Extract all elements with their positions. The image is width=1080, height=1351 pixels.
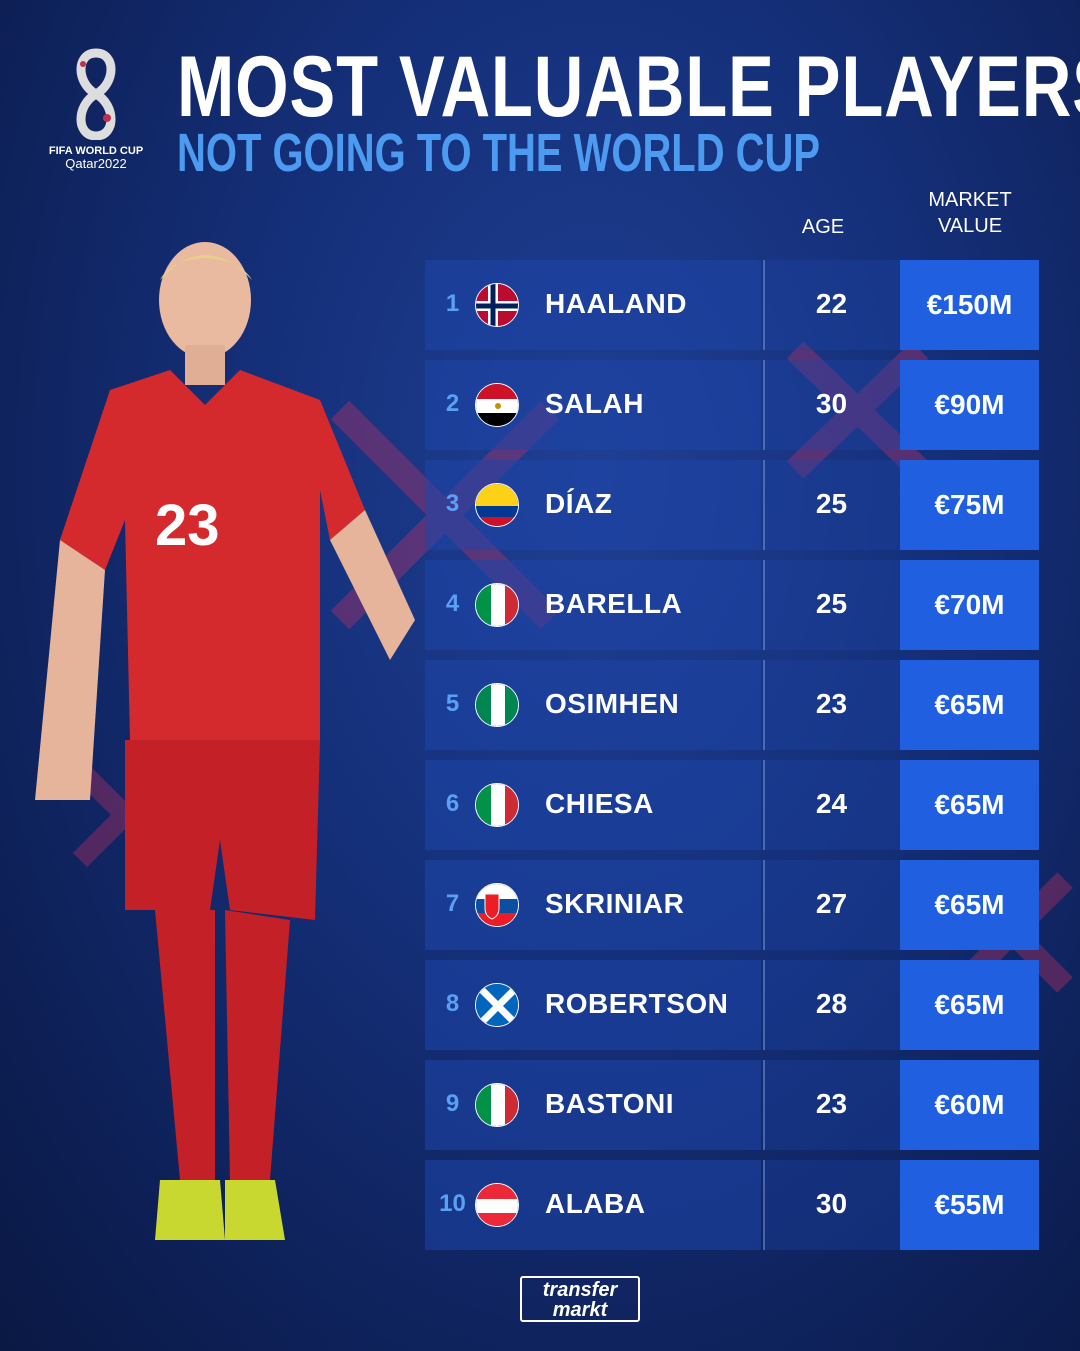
player-rank: 2 bbox=[445, 390, 460, 417]
brand-line1: transfer bbox=[542, 1279, 618, 1301]
italy-flag-icon bbox=[475, 783, 519, 827]
age-header: AGE bbox=[801, 216, 845, 238]
player-photo: 23 bbox=[35, 242, 415, 1240]
player-market-value: €55M bbox=[934, 1189, 1005, 1220]
logo-line2: Qatar2022 bbox=[65, 156, 127, 171]
slovakia-flag-icon bbox=[475, 883, 519, 927]
value-cell bbox=[900, 1060, 1039, 1150]
player-age: 25 bbox=[815, 588, 848, 619]
player-age: 30 bbox=[815, 1188, 848, 1219]
player-rank: 1 bbox=[445, 290, 460, 317]
player-rank: 5 bbox=[445, 690, 460, 717]
value-cell bbox=[900, 760, 1039, 850]
player-row: 10 ALABA 30 €55M bbox=[425, 1160, 1039, 1250]
cross-decoration-icon bbox=[786, 341, 929, 479]
player-market-value: €60M bbox=[934, 1089, 1005, 1120]
page-title: MOST VALUABLE PLAYERS bbox=[177, 39, 1080, 135]
player-market-value: €65M bbox=[934, 789, 1005, 820]
player-name: SKRINIAR bbox=[545, 888, 685, 919]
age-cell bbox=[763, 960, 900, 1050]
page-subtitle: NOT GOING TO THE WORLD CUP bbox=[177, 123, 821, 183]
age-cell bbox=[763, 860, 900, 950]
player-age: 25 bbox=[815, 488, 848, 519]
player-age: 30 bbox=[815, 388, 848, 419]
value-cell bbox=[900, 360, 1039, 450]
age-cell bbox=[763, 360, 900, 450]
player-market-value: €150M bbox=[926, 289, 1013, 320]
player-age: 23 bbox=[815, 688, 848, 719]
player-market-value: €90M bbox=[934, 389, 1005, 420]
age-cell bbox=[763, 460, 900, 550]
player-row: 7 SKRINIAR 27 €65M bbox=[425, 860, 1039, 950]
italy-flag-icon bbox=[475, 1083, 519, 1127]
age-cell bbox=[763, 760, 900, 850]
nigeria-flag-icon bbox=[475, 683, 519, 727]
player-age: 23 bbox=[815, 1088, 848, 1119]
player-age: 28 bbox=[815, 988, 848, 1019]
value-cell bbox=[900, 560, 1039, 650]
player-row: 9 BASTONI 23 €60M bbox=[425, 1060, 1039, 1150]
player-rank: 10 bbox=[439, 1190, 466, 1217]
player-name: OSIMHEN bbox=[545, 688, 680, 719]
market-value-header-line1: MARKET bbox=[928, 189, 1012, 211]
player-row: 3 DÍAZ 25 €75M bbox=[425, 460, 1039, 550]
player-age: 22 bbox=[815, 288, 848, 319]
value-cell bbox=[900, 260, 1039, 350]
logo-line1: FIFA WORLD CUP bbox=[48, 145, 144, 157]
value-cell bbox=[900, 460, 1039, 550]
age-cell bbox=[763, 260, 900, 350]
player-name: BARELLA bbox=[545, 588, 683, 619]
player-age: 27 bbox=[815, 888, 848, 919]
player-rank: 6 bbox=[445, 790, 460, 817]
player-rank: 8 bbox=[445, 990, 460, 1017]
player-rank: 3 bbox=[445, 490, 460, 517]
age-cell bbox=[763, 1160, 900, 1250]
market-value-header: MARKET VALUE bbox=[900, 187, 1040, 239]
player-row: 6 CHIESA 24 €65M bbox=[425, 760, 1039, 850]
italy-flag-icon bbox=[475, 583, 519, 627]
norway-flag-icon bbox=[475, 283, 519, 327]
value-cell bbox=[900, 1160, 1039, 1250]
player-market-value: €65M bbox=[934, 989, 1005, 1020]
player-name: HAALAND bbox=[545, 288, 687, 319]
player-name: ALABA bbox=[545, 1188, 646, 1219]
value-cell bbox=[900, 860, 1039, 950]
player-name: DÍAZ bbox=[545, 488, 613, 519]
player-rank: 9 bbox=[445, 1090, 460, 1117]
colombia-flag-icon bbox=[475, 483, 519, 527]
player-name: SALAH bbox=[545, 388, 644, 419]
player-row: 8 ROBERTSON 28 €65M bbox=[425, 960, 1039, 1050]
player-rank: 7 bbox=[445, 890, 460, 917]
brand-line2: markt bbox=[552, 1299, 608, 1321]
scotland-flag-icon bbox=[475, 983, 519, 1027]
age-cell bbox=[763, 560, 900, 650]
transfermarkt-logo: transfer markt bbox=[520, 1276, 640, 1322]
player-name: CHIESA bbox=[545, 788, 654, 819]
trophy-emblem-icon bbox=[76, 48, 116, 141]
value-cell bbox=[900, 960, 1039, 1050]
player-row: 2 SALAH 30 €90M bbox=[425, 360, 1039, 450]
player-market-value: €65M bbox=[934, 889, 1005, 920]
player-market-value: €70M bbox=[934, 589, 1005, 620]
world-cup-logo: FIFA WORLD CUP Qatar2022 bbox=[44, 48, 148, 170]
svg-text:23: 23 bbox=[155, 493, 220, 558]
player-name: BASTONI bbox=[545, 1088, 674, 1119]
market-value-header-line2: VALUE bbox=[937, 215, 1003, 237]
age-cell bbox=[763, 660, 900, 750]
player-market-value: €75M bbox=[934, 489, 1005, 520]
age-cell bbox=[763, 1060, 900, 1150]
value-cell bbox=[900, 660, 1039, 750]
player-market-value: €65M bbox=[934, 689, 1005, 720]
player-row: 4 BARELLA 25 €70M bbox=[425, 560, 1039, 650]
egypt-flag-icon bbox=[475, 383, 519, 427]
player-row: 5 OSIMHEN 23 €65M bbox=[425, 660, 1039, 750]
player-name: ROBERTSON bbox=[545, 988, 729, 1019]
player-row: 1 HAALAND 22 €150M bbox=[425, 260, 1039, 350]
player-rank: 4 bbox=[445, 590, 460, 617]
austria-flag-icon bbox=[475, 1183, 519, 1227]
player-age: 24 bbox=[815, 788, 848, 819]
